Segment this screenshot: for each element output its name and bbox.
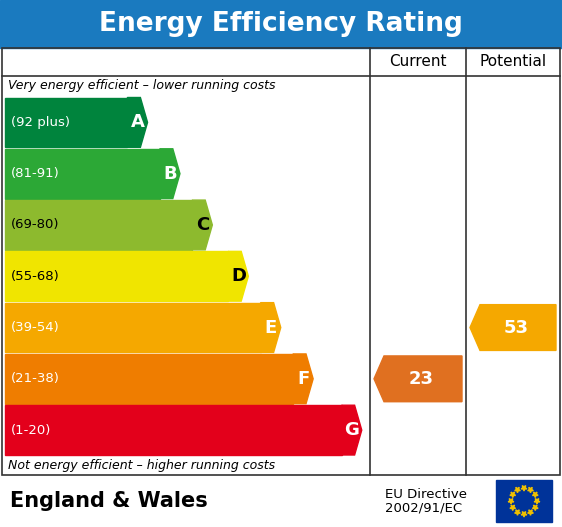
Text: Very energy efficient – lower running costs: Very energy efficient – lower running co… — [8, 80, 275, 93]
Text: (69-80): (69-80) — [11, 219, 60, 231]
Text: Not energy efficient – higher running costs: Not energy efficient – higher running co… — [8, 458, 275, 472]
Text: Current: Current — [389, 54, 447, 70]
Text: F: F — [297, 370, 310, 388]
Polygon shape — [192, 200, 212, 250]
Polygon shape — [521, 485, 527, 491]
Polygon shape — [532, 505, 538, 511]
Text: E: E — [265, 318, 277, 337]
Polygon shape — [508, 499, 514, 504]
Polygon shape — [261, 302, 281, 353]
Polygon shape — [528, 510, 533, 515]
Bar — [2, 475, 560, 527]
Polygon shape — [128, 97, 148, 147]
Text: Potential: Potential — [479, 54, 547, 70]
Polygon shape — [470, 305, 556, 350]
Polygon shape — [528, 487, 533, 493]
Text: (92 plus): (92 plus) — [11, 116, 70, 129]
Bar — [5, 302, 261, 353]
Polygon shape — [515, 510, 520, 515]
Text: (81-91): (81-91) — [11, 167, 60, 180]
Polygon shape — [293, 354, 313, 404]
Polygon shape — [228, 251, 248, 301]
Text: (1-20): (1-20) — [11, 424, 51, 436]
Bar — [5, 405, 342, 455]
Text: B: B — [164, 164, 177, 183]
Text: Energy Efficiency Rating: Energy Efficiency Rating — [99, 11, 463, 37]
Bar — [5, 354, 293, 404]
Text: (55-68): (55-68) — [11, 270, 60, 283]
Bar — [5, 200, 192, 250]
Polygon shape — [534, 499, 540, 504]
Bar — [2, 48, 560, 475]
Text: G: G — [345, 421, 360, 439]
Text: D: D — [231, 267, 246, 285]
Polygon shape — [160, 149, 180, 199]
Polygon shape — [510, 492, 515, 497]
Text: (21-38): (21-38) — [11, 372, 60, 385]
Text: A: A — [131, 113, 145, 131]
Bar — [5, 149, 160, 199]
Polygon shape — [521, 512, 527, 517]
Polygon shape — [342, 405, 362, 455]
Polygon shape — [374, 356, 462, 402]
Polygon shape — [510, 505, 515, 511]
Text: 2002/91/EC: 2002/91/EC — [385, 502, 462, 514]
Bar — [5, 97, 128, 147]
Bar — [5, 251, 228, 301]
Text: England & Wales: England & Wales — [10, 491, 208, 511]
Polygon shape — [532, 492, 538, 497]
Text: EU Directive: EU Directive — [385, 487, 467, 501]
Text: C: C — [196, 216, 209, 234]
Polygon shape — [515, 487, 520, 493]
Bar — [496, 480, 552, 522]
Bar — [0, 0, 562, 48]
Text: (39-54): (39-54) — [11, 321, 60, 334]
Text: 23: 23 — [409, 370, 433, 388]
Text: 53: 53 — [504, 318, 528, 337]
